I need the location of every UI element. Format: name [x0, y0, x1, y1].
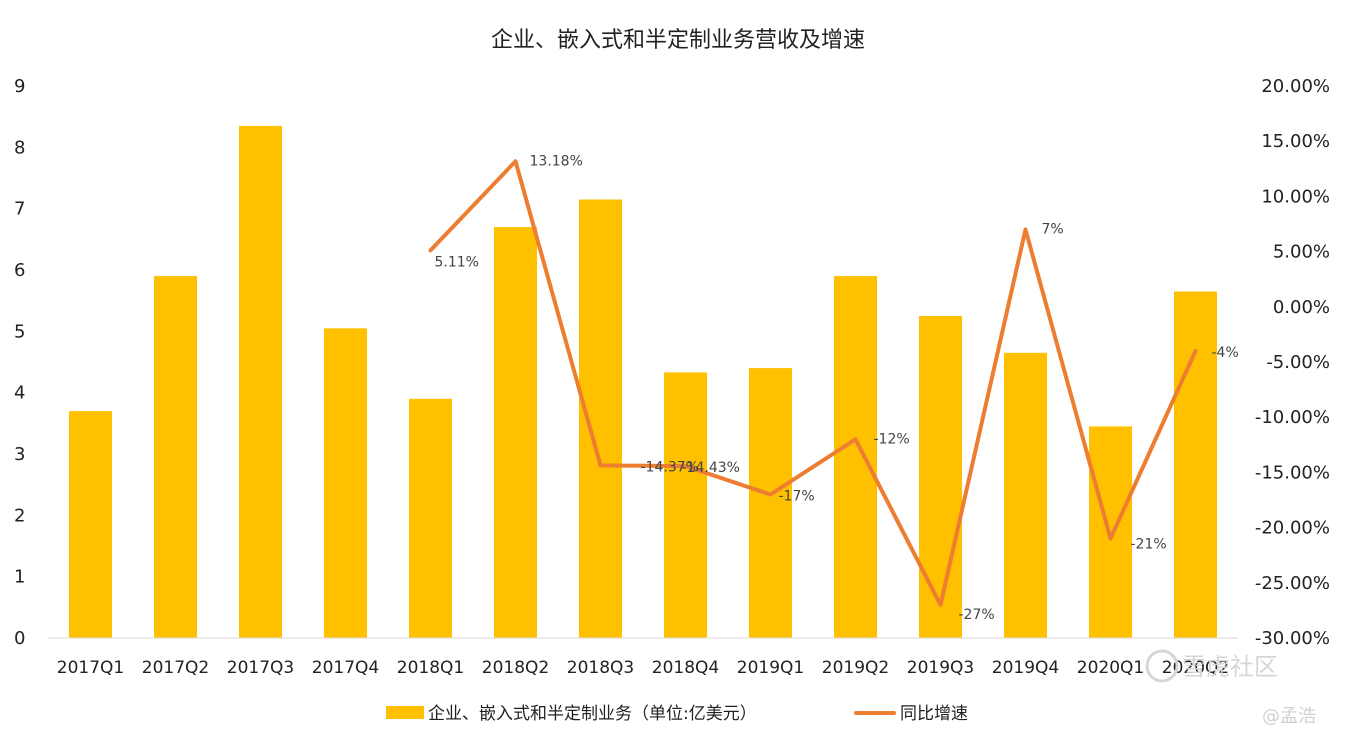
growth-label-2020Q1: -21% [1131, 537, 1167, 553]
growth-line-layer: 5.11% 13.18% -14.37%-14.43% -17% -12% -27% 7% -… [48, 153, 1239, 639]
growth-line [428, 159, 1198, 607]
right-tick-label: 0.00% [1273, 297, 1330, 318]
growth-label-2020Q2: -4% [1212, 345, 1239, 361]
watermark-text: 雪虎社区 [1182, 653, 1278, 681]
left-tick-label: 9 [14, 76, 25, 97]
right-tick-label: 20.00% [1261, 76, 1330, 97]
right-tick-label: -30.00% [1255, 628, 1330, 649]
left-tick-label: 7 [14, 199, 25, 220]
growth-label-2019Q4: 7% [1042, 222, 1064, 238]
category-label-2017Q3: 2017Q3 [227, 658, 294, 678]
bar-2020Q2 [1174, 291, 1217, 638]
category-label-2019Q3: 2019Q3 [907, 658, 974, 678]
right-tick-label: -25.00% [1255, 573, 1330, 594]
left-tick-label: 0 [14, 628, 25, 649]
right-tick-label: 10.00% [1261, 186, 1330, 207]
growth-label-2018Q1: 5.11% [435, 254, 479, 270]
bar-2018Q2 [494, 227, 537, 638]
left-tick-label: 4 [14, 383, 25, 404]
right-axis-ticks: -30.00% -25.00% -20.00% -15.00% -10.00% -5.00… [1255, 76, 1330, 649]
right-tick-label: 5.00% [1273, 242, 1330, 263]
left-tick-label: 6 [14, 260, 25, 281]
right-tick-label: -20.00% [1255, 518, 1330, 539]
watermark: 雪虎社区 @孟浩 [1145, 649, 1316, 727]
right-tick-label: 15.00% [1261, 131, 1330, 152]
category-label-2018Q1: 2018Q1 [397, 658, 464, 678]
growth-label-2018Q2: 13.18% [530, 153, 583, 169]
category-label-2019Q4: 2019Q4 [992, 658, 1059, 678]
bar-2019Q2 [834, 276, 877, 638]
category-label-2020Q1: 2020Q1 [1077, 658, 1144, 678]
category-label-2019Q1: 2019Q1 [737, 658, 804, 678]
watermark-author: @孟浩 [1262, 706, 1316, 727]
growth-label-2019Q1: -17% [779, 489, 815, 505]
bar-2019Q3 [919, 316, 962, 638]
category-label-2017Q2: 2017Q2 [142, 658, 209, 678]
bar-2017Q4 [324, 328, 367, 638]
category-label-2018Q2: 2018Q2 [482, 658, 549, 678]
left-tick-label: 3 [14, 444, 25, 465]
chart-title: 企业、嵌入式和半定制业务营收及增速 [491, 28, 865, 53]
category-label-2018Q4: 2018Q4 [652, 658, 719, 678]
category-label-2019Q2: 2019Q2 [822, 658, 889, 678]
bar-2019Q1 [749, 368, 792, 638]
right-tick-label: -5.00% [1266, 352, 1330, 373]
category-label-2020Q2: 2020Q2 [1162, 658, 1229, 678]
left-tick-label: 5 [14, 321, 25, 342]
legend-label-bars: 企业、嵌入式和半定制业务（单位:亿美元） [428, 704, 757, 724]
growth-label-2018Q3: -14.37% [641, 459, 699, 475]
category-labels: 2017Q1 2017Q2 2017Q3 2017Q4 2018Q1 2018Q2 2018… [57, 658, 1229, 678]
left-tick-label: 1 [14, 567, 25, 588]
legend-swatch-bars [386, 706, 424, 719]
legend: 企业、嵌入式和半定制业务（单位:亿美元） 同比增速 [386, 704, 968, 724]
bar-2018Q4 [664, 372, 707, 638]
growth-label-2019Q2: -12% [874, 431, 910, 447]
right-tick-label: -15.00% [1255, 462, 1330, 483]
legend-label-line: 同比增速 [900, 704, 968, 724]
category-label-2018Q3: 2018Q3 [567, 658, 634, 678]
category-label-2017Q1: 2017Q1 [57, 658, 124, 678]
category-label-2017Q4: 2017Q4 [312, 658, 379, 678]
growth-label-2019Q3: -27% [959, 607, 995, 623]
left-axis-ticks: 0 1 2 3 4 5 6 7 8 9 [14, 76, 25, 649]
bar-2017Q2 [154, 276, 197, 638]
growth-label-2018Q4: -14.43% [682, 460, 740, 476]
left-tick-label: 2 [14, 505, 25, 526]
right-tick-label: -10.00% [1255, 407, 1330, 428]
watermark-logo-icon [1145, 649, 1179, 683]
left-tick-label: 8 [14, 137, 25, 158]
bar-2019Q4 [1004, 352, 1047, 638]
bar-2018Q1 [409, 398, 452, 638]
bars [69, 125, 1217, 638]
bar-2017Q3 [239, 125, 282, 638]
bar-2017Q1 [69, 411, 112, 638]
